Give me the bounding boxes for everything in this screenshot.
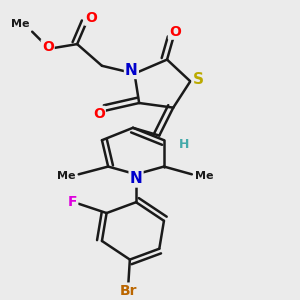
Text: Me: Me — [57, 171, 76, 181]
Text: N: N — [125, 63, 138, 78]
Text: H: H — [179, 138, 189, 152]
Text: F: F — [68, 195, 77, 209]
Text: O: O — [169, 25, 181, 39]
Text: O: O — [85, 11, 97, 25]
Text: Me: Me — [11, 19, 29, 28]
Text: N: N — [130, 172, 142, 187]
Text: Me: Me — [195, 171, 214, 181]
Text: O: O — [93, 107, 105, 121]
Text: S: S — [193, 72, 204, 87]
Text: O: O — [42, 40, 54, 54]
Text: Br: Br — [119, 284, 137, 298]
